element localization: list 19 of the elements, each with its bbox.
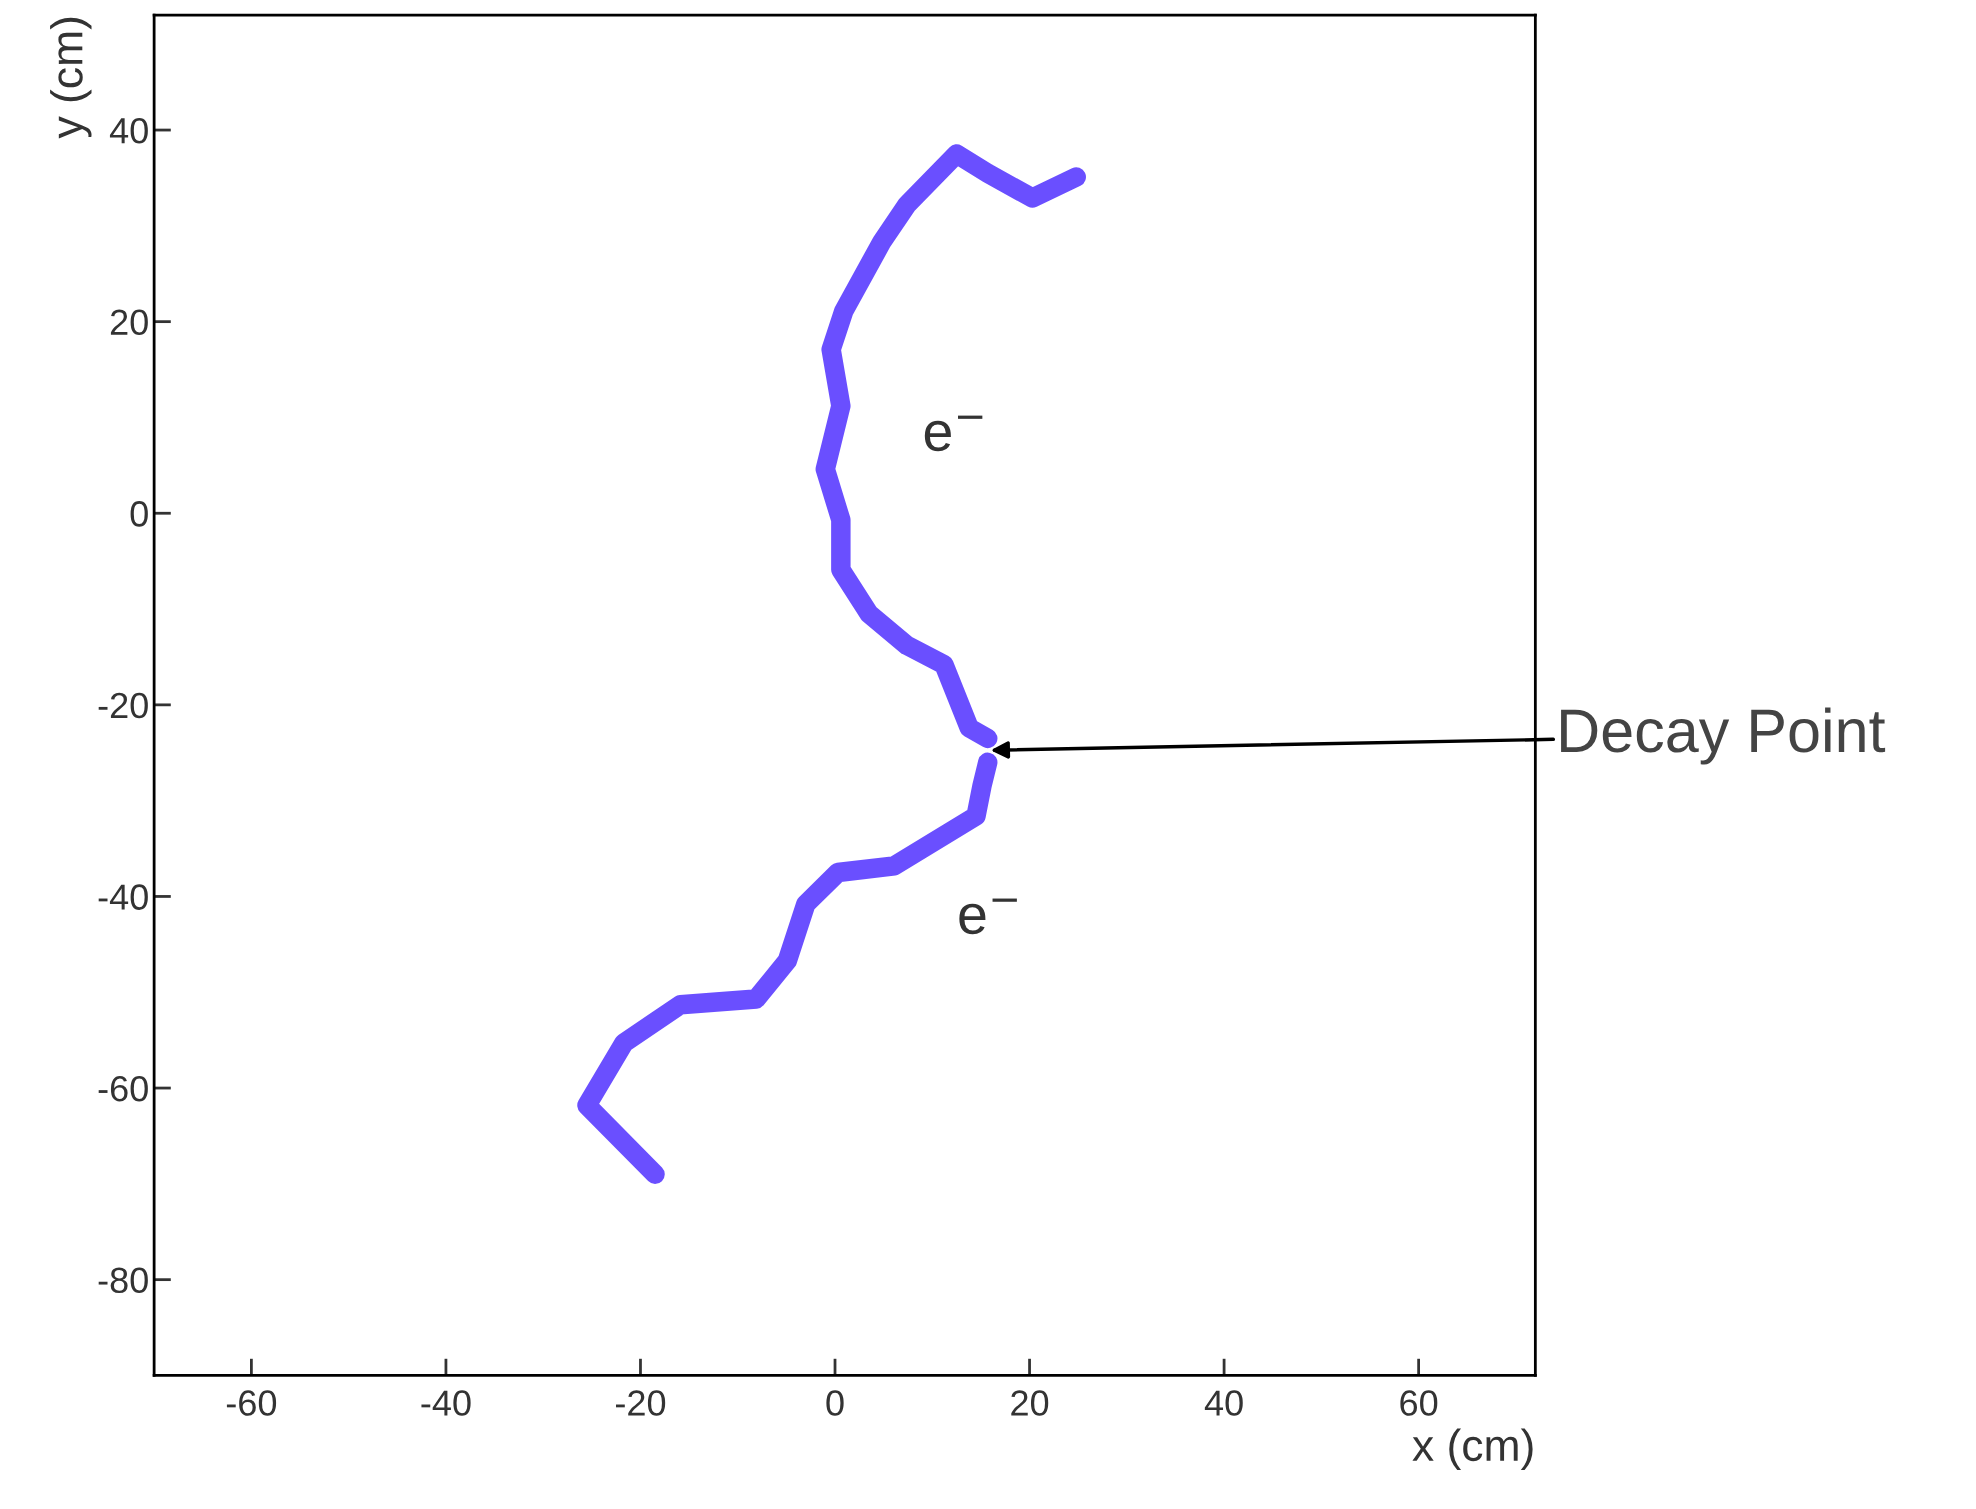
y-tick-label: 0 — [130, 501, 148, 527]
y-tick-label: -20 — [98, 692, 148, 719]
x-tick-label: 60 — [1400, 1390, 1438, 1416]
x-tick-label: 20 — [1011, 1390, 1049, 1416]
x-tick-label: -40 — [421, 1390, 471, 1416]
x-tick-label: 40 — [1204, 1390, 1243, 1416]
annotation: e$^{−}$ — [959, 898, 1017, 935]
y-axis-title: y (cm) — [50, 17, 92, 139]
y-tick-label: 20 — [110, 309, 148, 336]
y-tick-label: -60 — [98, 1075, 148, 1102]
x-tick-label: 0 — [826, 1390, 844, 1416]
x-tick-label: -20 — [615, 1390, 666, 1416]
y-tick-label: 40 — [109, 117, 148, 144]
annotation: e$^{−}$ — [924, 415, 983, 452]
text: Decay Point — [1561, 707, 1886, 765]
x-axis-title: x (cm) — [1412, 1428, 1533, 1470]
x-tick-label: -60 — [226, 1390, 277, 1416]
y-tick-label: -40 — [98, 884, 148, 910]
y-tick-label: -80 — [98, 1267, 148, 1294]
